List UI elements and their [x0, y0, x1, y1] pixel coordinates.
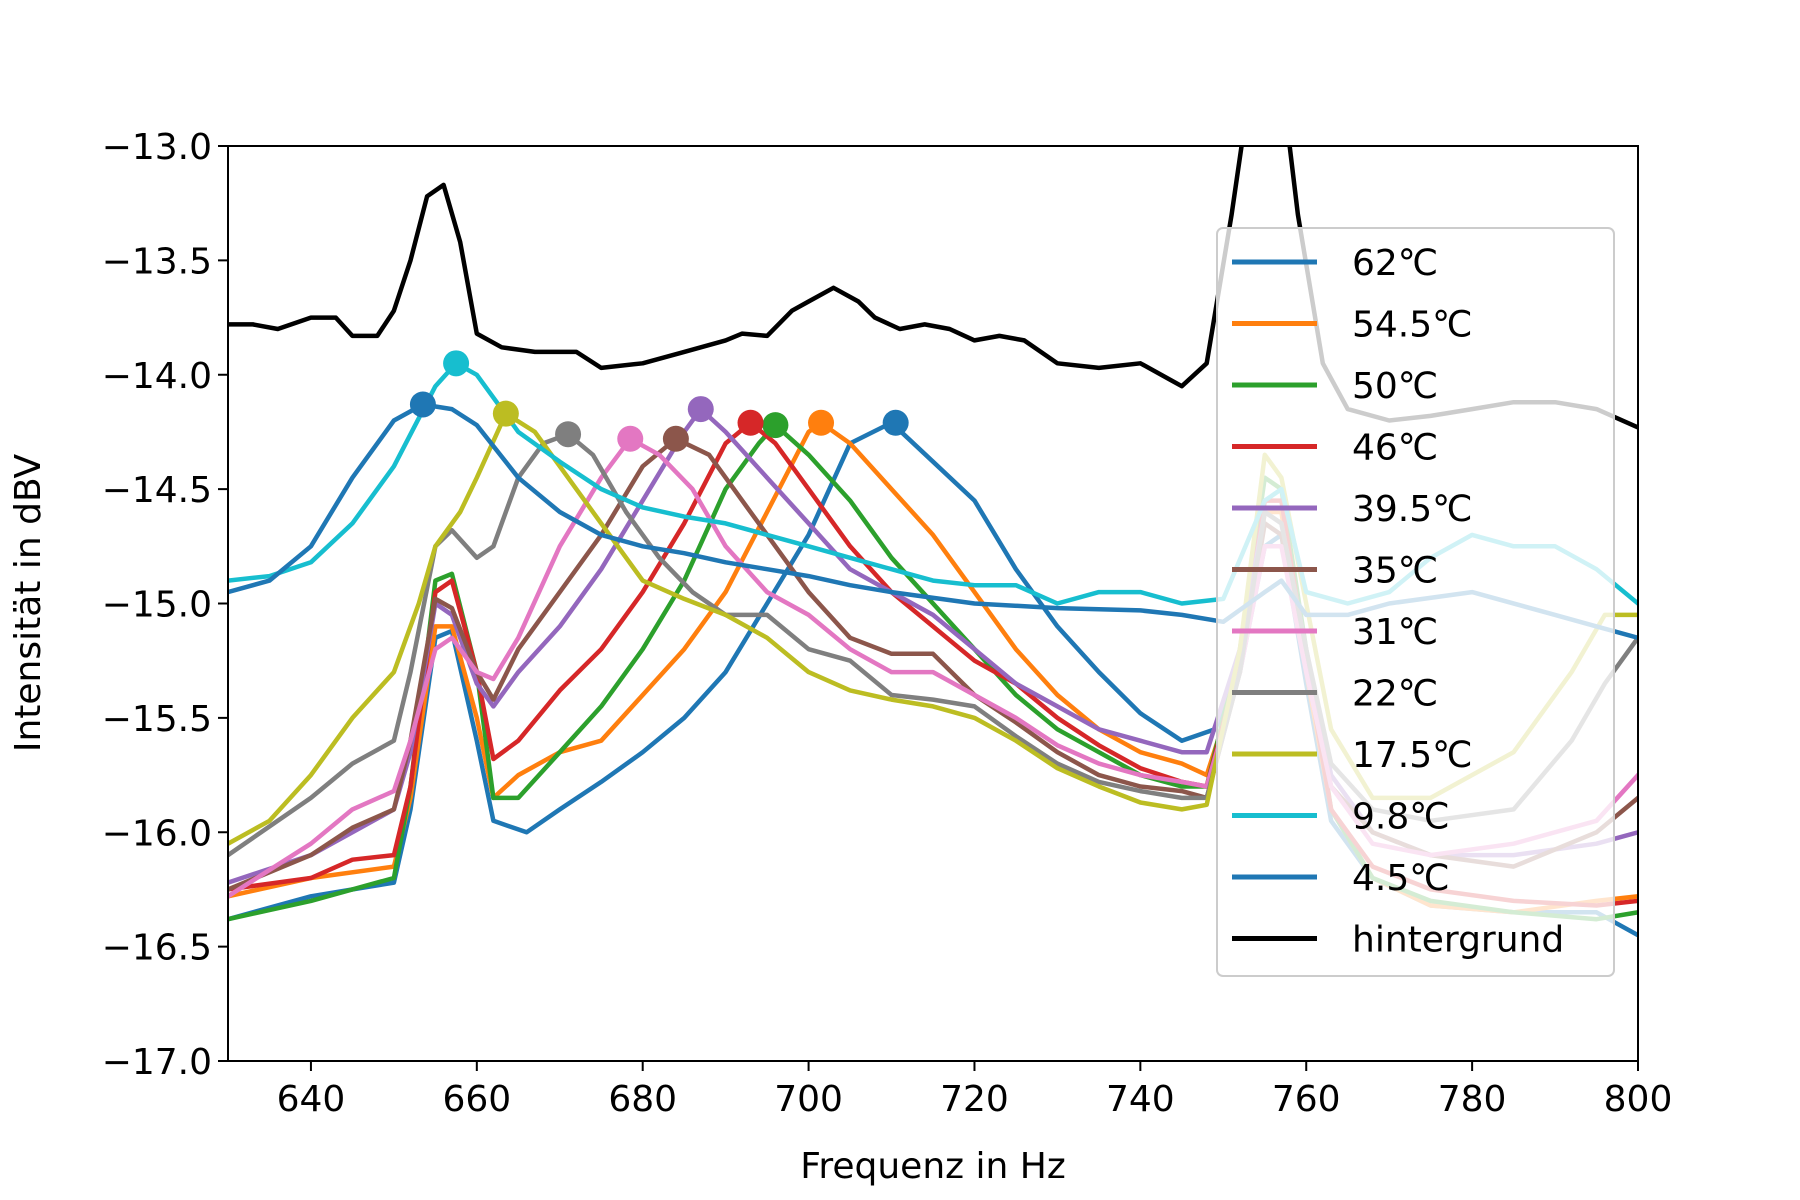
x-tick-label-0: 640 [277, 1079, 346, 1120]
peak-marker-9 [443, 350, 470, 377]
legend-label-6: 31℃ [1352, 612, 1438, 653]
legend: 62℃ 54.5℃ 50℃ 46℃ 39.5℃ 35℃ 31℃ 22℃ 17.5℃ 9.8℃ 4.5… [1216, 227, 1615, 977]
legend-label-8: 17.5℃ [1352, 735, 1473, 776]
x-tick-label-4: 720 [940, 1079, 1009, 1120]
peak-marker-1 [808, 409, 835, 436]
legend-label-1: 54.5℃ [1352, 305, 1473, 346]
x-tick-label-8: 800 [1604, 1079, 1673, 1120]
y-tick-label-6: −16.0 [102, 813, 212, 854]
y-tick-label-1: −13.5 [102, 241, 212, 282]
x-axis-title: Frequenz in Hz [800, 1146, 1065, 1187]
peak-marker-4 [687, 396, 714, 423]
peak-marker-6 [617, 425, 644, 452]
peak-marker-5 [662, 425, 689, 452]
y-axis: −13.0 −13.5 −14.0 −14.5 −15.0 −15.5 −16.0 −16.5… [102, 127, 228, 1083]
y-tick-label-4: −15.0 [102, 585, 212, 626]
legend-label-0: 62℃ [1352, 243, 1438, 284]
legend-label-2: 50℃ [1352, 366, 1438, 407]
legend-label-10: 4.5℃ [1352, 858, 1450, 899]
x-tick-label-2: 680 [608, 1079, 677, 1120]
peak-marker-0 [882, 409, 909, 436]
legend-box [1216, 227, 1615, 977]
x-tick-label-6: 760 [1272, 1079, 1341, 1120]
peak-marker-7 [555, 421, 582, 448]
peak-marker-2 [762, 412, 789, 439]
peak-marker-8 [492, 400, 519, 427]
x-tick-label-3: 700 [774, 1079, 843, 1120]
legend-label-11: hintergrund [1352, 920, 1564, 961]
x-tick-label-5: 740 [1106, 1079, 1175, 1120]
y-tick-label-0: −13.0 [102, 127, 212, 168]
legend-label-9: 9.8℃ [1352, 797, 1450, 838]
y-tick-label-8: −17.0 [102, 1042, 212, 1083]
y-tick-label-3: −14.5 [102, 470, 212, 511]
peak-marker-3 [737, 409, 764, 436]
peak-marker-10 [409, 391, 436, 418]
legend-label-7: 22℃ [1352, 674, 1438, 715]
y-axis-title: Intensität in dBV [8, 453, 49, 752]
legend-label-3: 46℃ [1352, 428, 1438, 469]
legend-label-4: 39.5℃ [1352, 489, 1473, 530]
y-tick-label-2: −14.0 [102, 356, 212, 397]
x-tick-label-1: 660 [442, 1079, 511, 1120]
y-tick-label-5: −15.5 [102, 699, 212, 740]
x-axis: 640 660 680 700 720 740 760 780 800 [277, 1061, 1673, 1120]
y-tick-label-7: −16.5 [102, 928, 212, 969]
legend-label-5: 35℃ [1352, 551, 1438, 592]
x-tick-label-7: 780 [1438, 1079, 1507, 1120]
